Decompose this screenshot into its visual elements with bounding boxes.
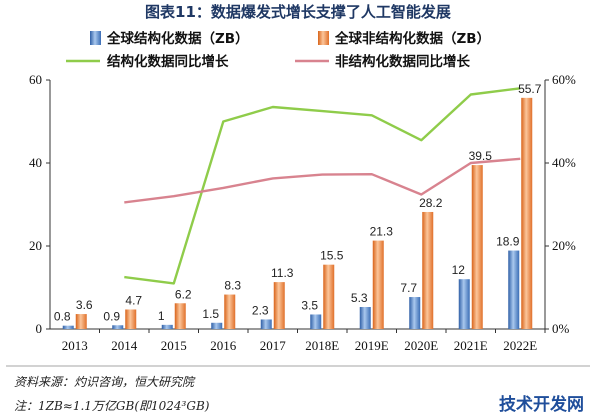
bar-structured-label: 5.3 (351, 291, 368, 305)
x-tick-label: 2013 (62, 338, 88, 353)
x-tick-label: 2016 (210, 338, 237, 353)
legend: 全球结构化数据（ZB） 全球非结构化数据（ZB） 结构化数据同比增长 非结构化数… (66, 30, 490, 70)
bar-unstructured-label: 15.5 (320, 249, 344, 263)
bar-unstructured (174, 303, 186, 329)
bar-structured-label: 2.3 (252, 303, 269, 317)
watermark: 技术开发网 (499, 394, 584, 415)
bar-unstructured-label: 21.3 (370, 225, 394, 239)
unit-note: 注：1ZB≈1.1万亿GB(即1024³GB) (14, 399, 210, 413)
bar-structured (211, 322, 223, 329)
x-tick-label: 2014 (111, 338, 138, 353)
bar-unstructured-label: 11.3 (271, 266, 294, 280)
bar-unstructured-label: 3.6 (76, 298, 93, 312)
bar-structured (112, 325, 124, 329)
data-labels: 0.8 0.9 1 1.5 2.3 3.5 5.3 7.7 12 18.9 3.6 4.7 6.2 8.3… (54, 82, 542, 324)
bar-unstructured (521, 97, 533, 329)
legend-label-structured-bar: 全球结构化数据（ZB） (106, 30, 249, 47)
y-left-tick-label: 40 (29, 155, 42, 170)
bar-unstructured-label: 8.3 (224, 279, 241, 293)
y-right-tick-label: 40% (552, 155, 576, 170)
bar-structured-label: 0.8 (54, 310, 71, 324)
bar-unstructured-label: 28.2 (419, 196, 443, 210)
bar-structured-label: 3.5 (301, 298, 318, 312)
legend-label-unstructured-bar: 全球非结构化数据（ZB） (334, 30, 490, 47)
bar-unstructured (75, 314, 87, 329)
bar-structured (409, 297, 421, 329)
y-right-tick-label: 0% (552, 321, 570, 336)
bar-structured (310, 314, 322, 329)
x-tick-label: 2022E (503, 338, 537, 353)
bar-structured (161, 324, 173, 329)
x-tick-label: 2019E (355, 338, 389, 353)
y-left-tick-label: 20 (29, 238, 42, 253)
bar-unstructured (125, 309, 137, 329)
y-right-tick-label: 20% (552, 238, 576, 253)
bar-structured-label: 1 (158, 309, 165, 323)
x-tick-label: 2020E (404, 338, 438, 353)
y-left-tick-label: 0 (36, 321, 43, 336)
y-right-tick-label: 60% (552, 72, 576, 87)
bar-unstructured (224, 294, 236, 329)
bar-unstructured (422, 211, 434, 329)
bar-structured (508, 250, 520, 329)
y-left-tick-label: 60 (29, 72, 42, 87)
bar-unstructured-label: 39.5 (469, 149, 493, 163)
bar-structured-label: 7.7 (400, 281, 417, 295)
bar-unstructured-label: 4.7 (125, 293, 142, 307)
line-unstructured-growth (124, 157, 521, 204)
lines (124, 87, 521, 285)
bar-structured (62, 325, 74, 329)
y-right-ticks: 0% 20% 40% 60% (545, 72, 576, 336)
bar-unstructured (372, 240, 384, 329)
x-tick-label: 2018E (305, 338, 339, 353)
bar-structured (359, 307, 371, 329)
x-tick-label: 2021E (454, 338, 488, 353)
bar-unstructured-label: 55.7 (518, 82, 542, 96)
legend-swatch-structured-bar (90, 31, 101, 45)
bar-structured-label: 12 (452, 263, 466, 277)
chart-title: 图表11：数据爆发式增长支撑了人工智能发展 (145, 3, 451, 21)
legend-swatch-unstructured-bar (318, 31, 329, 45)
y-left-ticks: 0 20 40 60 (29, 72, 50, 336)
line-structured-growth (124, 87, 521, 285)
bars (62, 97, 533, 329)
x-ticks: 2013 2014 2015 2016 2017 2018E 2019E 2020E 2021E… (62, 329, 546, 353)
bar-structured (260, 319, 272, 329)
bar-unstructured (471, 165, 483, 329)
bar-unstructured-label: 6.2 (175, 287, 192, 301)
bar-structured (458, 279, 470, 329)
x-tick-label: 2017 (260, 338, 287, 353)
bar-unstructured (323, 264, 335, 329)
bar-structured-label: 18.9 (496, 235, 520, 249)
x-tick-label: 2015 (161, 338, 187, 353)
legend-label-structured-line: 结构化数据同比增长 (107, 53, 229, 70)
bar-structured-label: 0.9 (103, 309, 120, 323)
legend-label-unstructured-line: 非结构化数据同比增长 (335, 53, 470, 70)
bar-unstructured (273, 282, 285, 329)
bar-structured-label: 1.5 (202, 307, 219, 321)
source-note: 资料来源：灼识咨询，恒大研究院 (14, 375, 196, 389)
